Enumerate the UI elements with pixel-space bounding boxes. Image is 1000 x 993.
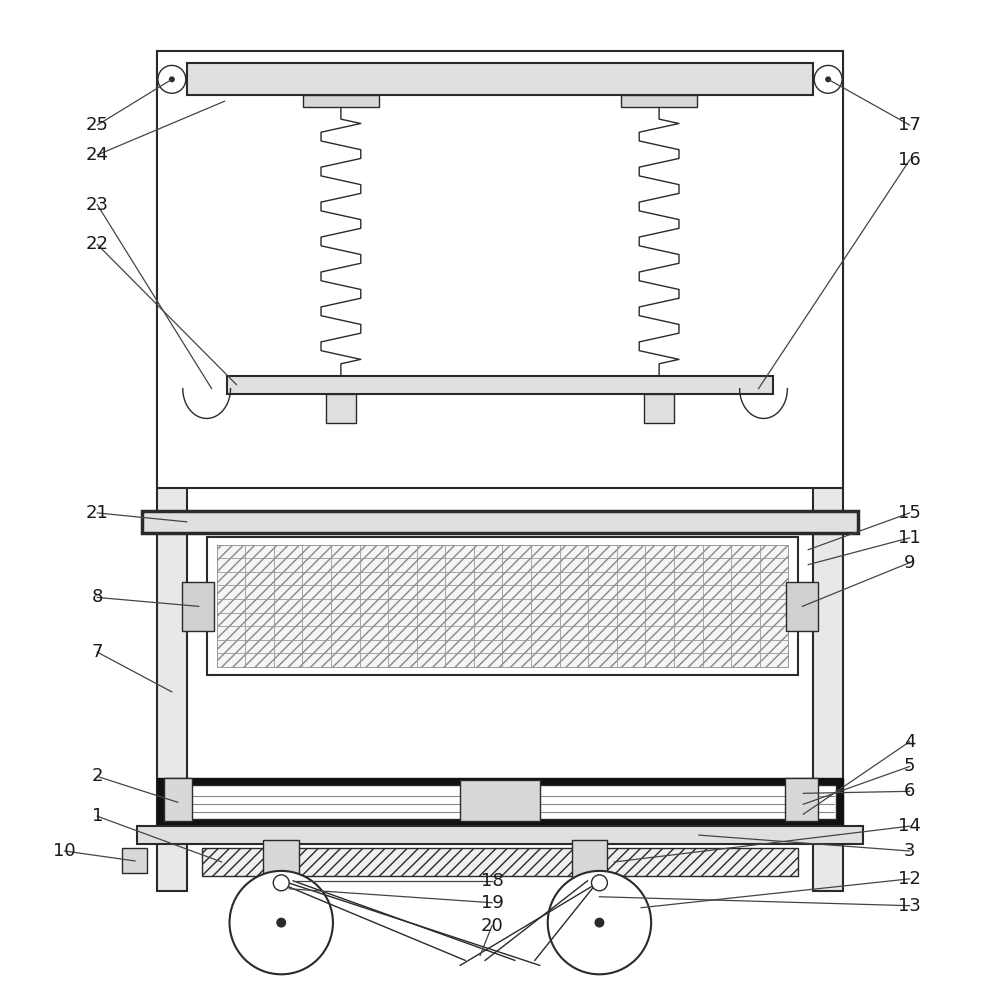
Circle shape [169, 76, 175, 82]
Text: 9: 9 [904, 554, 915, 572]
Bar [572, 840, 607, 884]
Bar [460, 780, 540, 821]
Text: 6: 6 [904, 782, 915, 800]
Bar [303, 95, 379, 107]
Circle shape [276, 918, 286, 927]
Bar [813, 56, 843, 891]
Circle shape [825, 76, 831, 82]
Text: 25: 25 [86, 116, 109, 134]
Text: 13: 13 [898, 897, 921, 915]
Bar [137, 826, 863, 844]
Text: 2: 2 [92, 768, 103, 785]
Text: 14: 14 [898, 817, 921, 835]
Bar [142, 511, 858, 533]
Bar [263, 840, 299, 884]
Text: 18: 18 [481, 872, 503, 890]
Bar [182, 582, 214, 632]
Bar [122, 848, 147, 873]
Bar [157, 56, 187, 891]
Circle shape [158, 66, 186, 93]
Circle shape [594, 918, 604, 927]
Circle shape [548, 871, 651, 974]
Text: 20: 20 [481, 917, 503, 934]
Text: 7: 7 [92, 643, 103, 661]
Text: 8: 8 [92, 589, 103, 607]
Text: 1: 1 [92, 807, 103, 825]
Circle shape [230, 871, 333, 974]
Bar [785, 779, 818, 821]
Circle shape [591, 875, 607, 891]
Bar [164, 779, 192, 821]
Bar [217, 545, 788, 667]
Text: 19: 19 [481, 894, 503, 912]
Text: 4: 4 [904, 733, 915, 751]
Bar [644, 393, 674, 423]
Text: 23: 23 [86, 196, 109, 213]
Bar [207, 537, 798, 675]
Text: 22: 22 [86, 235, 109, 253]
Text: 15: 15 [898, 503, 921, 522]
Circle shape [273, 875, 289, 891]
Text: 24: 24 [86, 146, 109, 164]
Text: 16: 16 [898, 151, 921, 169]
Text: 21: 21 [86, 503, 109, 522]
Bar [157, 51, 843, 488]
Circle shape [814, 66, 842, 93]
Text: 5: 5 [904, 758, 915, 776]
Bar [227, 375, 773, 393]
Bar [164, 785, 836, 819]
Bar [202, 848, 798, 876]
Text: 17: 17 [898, 116, 921, 134]
Bar [326, 393, 356, 423]
Bar [786, 582, 818, 632]
Bar [187, 64, 813, 95]
Text: 11: 11 [898, 528, 921, 547]
Bar [621, 95, 697, 107]
Bar [157, 779, 843, 826]
Text: 3: 3 [904, 842, 915, 860]
Text: 10: 10 [53, 842, 76, 860]
Text: 12: 12 [898, 870, 921, 888]
